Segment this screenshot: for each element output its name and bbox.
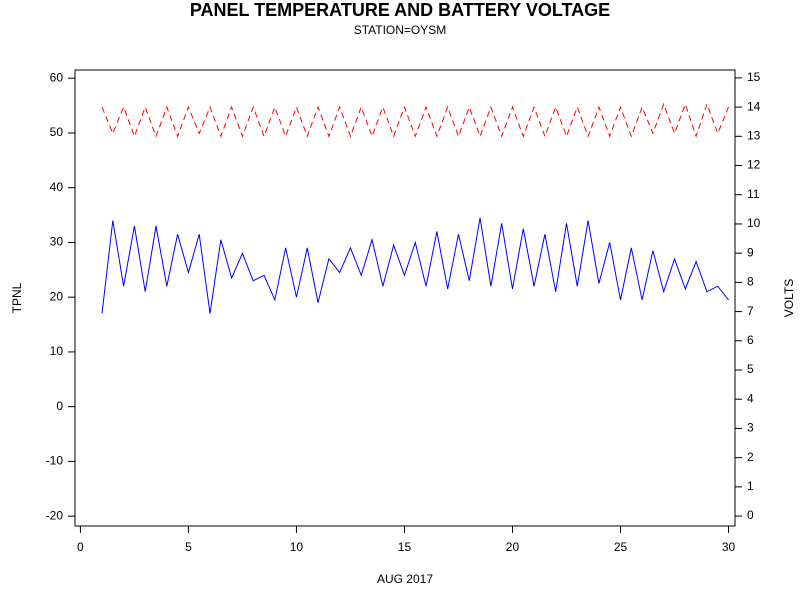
y2-tick-label: 4: [747, 391, 754, 405]
plot-frame: [74, 69, 736, 527]
y2-tick-label: 15: [747, 70, 761, 84]
y-tick-label: 40: [50, 180, 64, 194]
y2-tick-label: 0: [747, 508, 754, 522]
y-tick-label: -10: [46, 454, 64, 468]
y-tick-label: -20: [46, 508, 64, 522]
y2-axis-label: VOLTS: [782, 279, 796, 317]
y2-tick-label: 9: [747, 245, 754, 259]
data-line: [101, 102, 729, 138]
x-tick-label: 20: [506, 540, 520, 554]
x-tick-label: 15: [398, 540, 412, 554]
y2-tick-label: 3: [747, 421, 754, 435]
y2-tick-label: 10: [747, 216, 761, 230]
chart-subtitle: STATION=OYSM: [354, 23, 447, 37]
y2-tick-label: 1: [747, 479, 754, 493]
y2-tick-label: 6: [747, 333, 754, 347]
x-tick-label: 0: [77, 540, 84, 554]
y2-tick-label: 13: [747, 128, 761, 142]
y-tick-label: 0: [56, 399, 63, 413]
y2-tick-label: 7: [747, 304, 754, 318]
y-axis-label: TPNL: [10, 282, 24, 313]
y2-tick-label: 12: [747, 158, 761, 172]
y2-tick-label: 5: [747, 362, 754, 376]
x-tick-label: 10: [290, 540, 304, 554]
chart-title: PANEL TEMPERATURE AND BATTERY VOLTAGE: [190, 0, 610, 20]
y-tick-label: 20: [50, 289, 64, 303]
x-tick-label: 30: [722, 540, 736, 554]
y2-tick-label: 2: [747, 450, 754, 464]
y2-tick-label: 11: [747, 187, 760, 201]
y-tick-label: 50: [50, 125, 64, 139]
x-axis-label: AUG 2017: [377, 572, 433, 586]
y-tick-label: 30: [50, 235, 64, 249]
y2-tick-label: 8: [747, 275, 754, 289]
data-line: [101, 217, 729, 314]
y-tick-label: 10: [50, 344, 64, 358]
x-tick-label: 5: [185, 540, 192, 554]
y2-tick-label: 14: [747, 99, 761, 113]
y-tick-label: 60: [50, 70, 64, 84]
x-tick-label: 25: [614, 540, 628, 554]
